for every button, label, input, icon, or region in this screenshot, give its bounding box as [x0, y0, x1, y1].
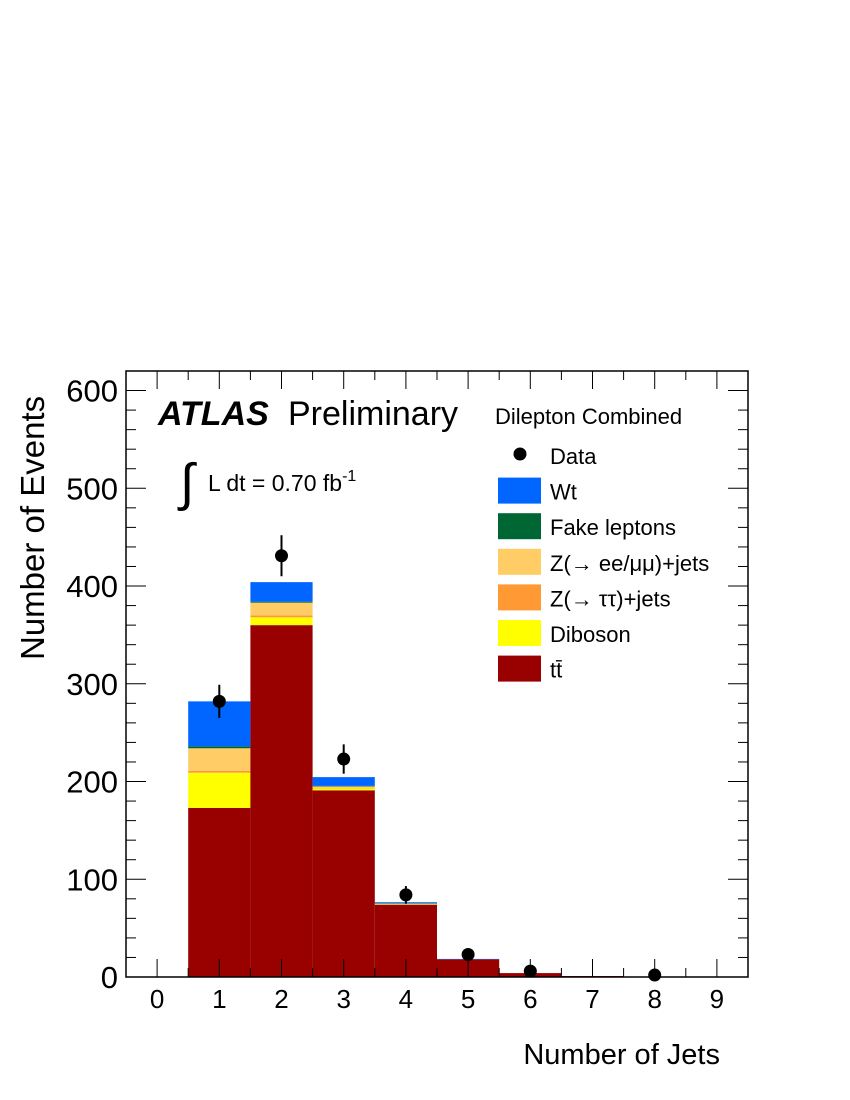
- y-tick-label: 0: [101, 960, 118, 995]
- data-point: [337, 752, 351, 766]
- legend-label: Fake leptons: [550, 515, 676, 540]
- bar-segment-4-bin-2: [250, 601, 313, 603]
- data-point: [399, 888, 413, 902]
- atlas-label: ATLAS: [157, 395, 269, 433]
- legend-swatch: [498, 477, 541, 504]
- data-point: [461, 948, 475, 962]
- bar-segment-3-bin-1: [188, 748, 251, 771]
- legend-swatch: [498, 548, 541, 575]
- bar-segment-3-bin-2: [250, 602, 313, 616]
- luminosity-label: L dt = 0.70 fb-1: [208, 468, 356, 496]
- x-tick-label: 0: [150, 984, 164, 1014]
- x-tick-label: 5: [461, 984, 475, 1014]
- axis-ticks: [125, 370, 749, 978]
- bar-segment-0-bin-3: [312, 790, 375, 977]
- bar-segment-1-bin-2: [250, 617, 313, 626]
- luminosity-superscript: -1: [342, 468, 356, 485]
- x-axis-label: Number of Jets: [523, 1039, 720, 1071]
- legend-swatch: [498, 513, 541, 540]
- integral-symbol: ∫: [177, 454, 197, 512]
- y-tick-label: 200: [66, 765, 118, 800]
- histogram-bars: [188, 582, 624, 977]
- bar-segment-2-bin-2: [250, 615, 313, 618]
- bar-segment-2-bin-1: [188, 770, 251, 773]
- x-tick-labels: 0 1 2 3 4 5 6 7 8 9: [150, 984, 724, 1014]
- bar-segment-5-bin-2: [250, 582, 313, 602]
- legend-label: Z(→ ee/μμ)+jets: [550, 551, 709, 576]
- x-tick-label: 2: [274, 984, 288, 1014]
- legend-label: Wt: [550, 480, 577, 505]
- legend-swatch: [498, 584, 541, 611]
- legend-label: tt̄: [550, 658, 562, 683]
- bar-segment-1-bin-3: [312, 788, 375, 791]
- channel-label: Dilepton Combined: [495, 404, 682, 429]
- bar-segment-3-bin-3: [312, 786, 375, 788]
- y-tick-labels: 0 100 200 300 400 500 600: [66, 374, 118, 995]
- x-tick-label: 6: [523, 984, 537, 1014]
- x-tick-label: 7: [585, 984, 599, 1014]
- legend-swatch: [498, 655, 541, 682]
- legend-swatch: [498, 620, 541, 646]
- preliminary-label: Preliminary: [288, 395, 458, 433]
- x-tick-label: 4: [399, 984, 413, 1014]
- y-tick-label: 400: [66, 569, 118, 604]
- bar-segment-0-bin-1: [188, 807, 251, 977]
- y-tick-label: 100: [66, 862, 118, 897]
- y-tick-label: 500: [66, 471, 118, 506]
- data-point: [275, 549, 288, 563]
- bar-segment-5-bin-3: [312, 777, 375, 786]
- legend-label: Data: [550, 444, 597, 469]
- y-axis-label: Number of Events: [14, 396, 51, 660]
- x-tick-label: 8: [647, 984, 661, 1014]
- legend: Data Wt Fake leptons Z(→ ee/μμ)+jets Z(→ ττ)…: [498, 444, 709, 683]
- y-tick-label: 300: [66, 667, 118, 702]
- x-tick-label: 9: [710, 984, 724, 1014]
- bar-segment-0-bin-2: [250, 625, 313, 977]
- legend-marker-data: [513, 447, 527, 461]
- legend-label: Z(→ ττ)+jets: [550, 586, 671, 611]
- x-tick-label: 3: [336, 984, 350, 1014]
- bar-segment-4-bin-1: [188, 746, 251, 749]
- data-point: [212, 694, 226, 708]
- bar-segment-1-bin-1: [188, 772, 251, 808]
- x-tick-label: 1: [212, 984, 226, 1014]
- legend-label: Diboson: [550, 622, 631, 647]
- y-tick-label: 600: [66, 374, 118, 409]
